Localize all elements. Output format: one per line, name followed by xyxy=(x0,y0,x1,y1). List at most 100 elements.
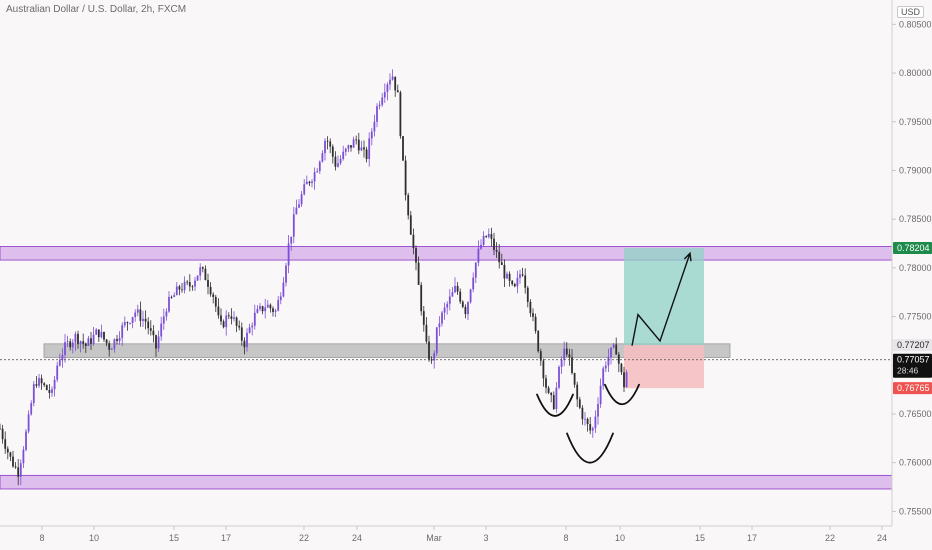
candle-body xyxy=(347,145,350,149)
x-tick-label: 24 xyxy=(877,533,887,543)
candle-body xyxy=(246,332,248,348)
candle-body xyxy=(376,106,378,122)
candle-body xyxy=(378,104,381,107)
candle-body xyxy=(604,365,607,369)
candle-body xyxy=(32,384,35,404)
candle-body xyxy=(482,235,485,245)
candle-body xyxy=(56,365,59,380)
candle-body xyxy=(599,385,602,405)
long-position-tool[interactable] xyxy=(624,247,704,389)
candle-body xyxy=(428,341,430,360)
candle-body xyxy=(157,336,160,349)
x-tick-label: 8 xyxy=(563,533,568,543)
candle-body xyxy=(373,121,376,132)
candle-body xyxy=(493,238,495,251)
candle-body xyxy=(217,306,220,316)
candle-body xyxy=(331,146,334,157)
candle-body xyxy=(38,378,40,386)
candle-body xyxy=(279,296,282,301)
candle-body xyxy=(578,399,581,408)
candle-body xyxy=(448,296,451,304)
candle-body xyxy=(64,342,66,356)
candle-body xyxy=(350,145,352,148)
x-tick-label: 10 xyxy=(615,533,625,543)
candle-body xyxy=(116,339,118,341)
candle-body xyxy=(610,347,612,358)
price-tag-stop: 0.76765 xyxy=(897,383,930,393)
candle-body xyxy=(467,302,469,315)
candle-body xyxy=(396,90,399,93)
candle-body xyxy=(565,348,568,355)
candle-body xyxy=(277,300,280,311)
candle-body xyxy=(181,289,183,291)
candle-body xyxy=(498,251,501,263)
y-tick-label: 0.79500 xyxy=(899,117,932,127)
candle-body xyxy=(259,306,261,310)
x-tick-label: 15 xyxy=(169,533,179,543)
candle-body xyxy=(425,324,428,342)
candle-body xyxy=(220,315,222,322)
shoulder-arc-right xyxy=(604,383,640,405)
candle-body xyxy=(227,315,230,317)
candle-body xyxy=(22,449,25,464)
drawings[interactable] xyxy=(536,251,692,464)
candle-body xyxy=(480,244,482,249)
candle-body xyxy=(77,333,79,344)
candle-body xyxy=(443,307,446,313)
candle-body xyxy=(389,79,391,85)
candle-body xyxy=(568,354,571,358)
y-tick-label: 0.76500 xyxy=(899,409,932,419)
candle-body xyxy=(552,395,555,410)
y-tick-label: 0.77500 xyxy=(899,312,932,322)
candle-body xyxy=(269,304,272,309)
candle-body xyxy=(576,384,579,400)
candle-body xyxy=(183,281,186,291)
candle-body xyxy=(142,318,144,321)
candle-body xyxy=(113,339,116,350)
candle-body xyxy=(19,463,22,477)
candle-body xyxy=(108,343,111,350)
candle-body xyxy=(532,313,534,317)
candle-body xyxy=(311,181,313,184)
price-tag-support: 0.77207 xyxy=(897,340,930,350)
candle-body xyxy=(233,317,235,319)
candle-body xyxy=(238,325,241,328)
candle-body xyxy=(430,359,433,361)
candle-body xyxy=(170,296,173,298)
candle-body xyxy=(212,294,215,297)
candle-body xyxy=(95,329,98,335)
candle-body xyxy=(92,334,95,344)
x-tick-label: Mar xyxy=(426,533,442,543)
candle-body xyxy=(620,363,623,373)
candle-body xyxy=(303,184,306,195)
candle-body xyxy=(129,322,131,324)
candle-body xyxy=(199,267,202,276)
candle-body xyxy=(612,344,615,348)
candle-body xyxy=(12,456,14,467)
candle-body xyxy=(253,312,256,326)
candle-body xyxy=(165,311,168,317)
x-tick-label: 22 xyxy=(299,533,309,543)
candle-body xyxy=(272,308,274,312)
candle-body xyxy=(558,366,560,388)
price-axis[interactable]: 0.755000.760000.765000.770000.775000.780… xyxy=(892,19,932,516)
candle-body xyxy=(45,385,48,391)
candle-body xyxy=(563,348,566,360)
candle-body xyxy=(506,273,508,279)
candle-body xyxy=(35,384,38,386)
candle-body xyxy=(589,424,592,431)
candle-body xyxy=(71,342,74,348)
stop-loss-area xyxy=(624,345,704,389)
candle-body xyxy=(110,349,113,350)
candle-body xyxy=(100,332,103,338)
y-tick-label: 0.78500 xyxy=(899,214,932,224)
candle-body xyxy=(545,378,547,388)
candle-body xyxy=(175,286,178,296)
candle-body xyxy=(469,289,472,303)
time-axis[interactable]: 8 10 15 17 22 24 Mar 3 8 10 15 17 22 24 xyxy=(39,526,887,543)
currency-badge[interactable]: USD xyxy=(896,6,924,18)
candle-body xyxy=(441,312,443,324)
candle-body xyxy=(298,204,300,208)
candle-body xyxy=(386,84,389,93)
